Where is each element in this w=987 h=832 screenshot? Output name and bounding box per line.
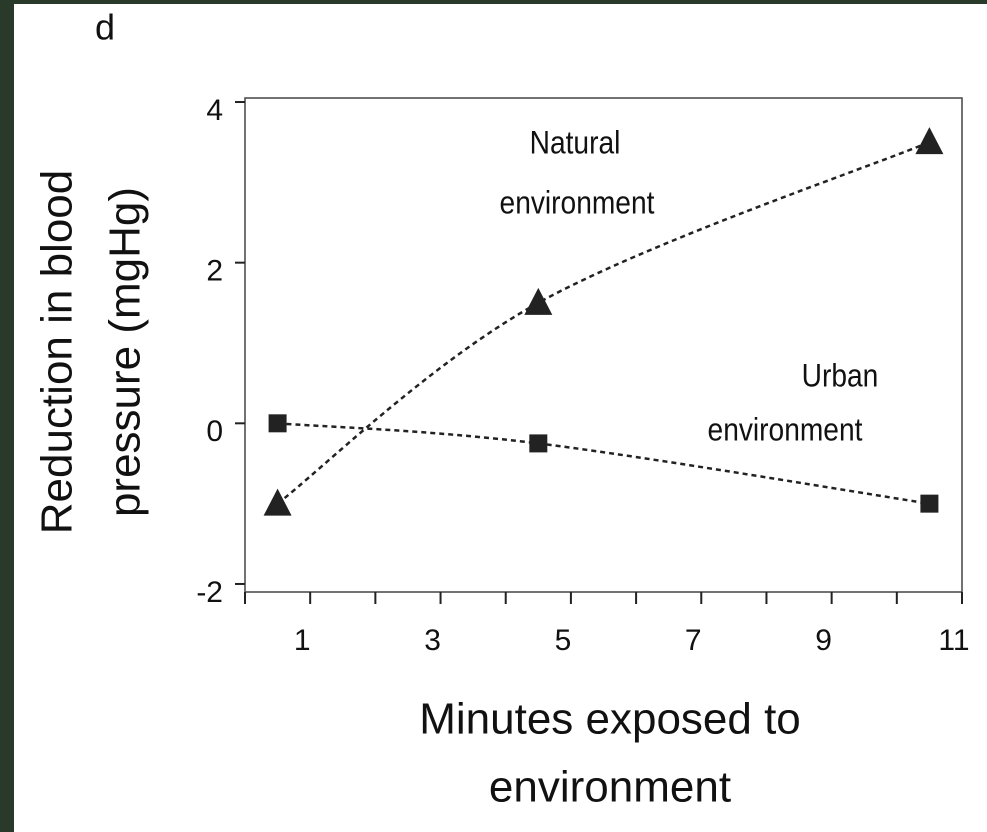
y-tick-label: 0 xyxy=(206,415,223,448)
y-tick-label: 4 xyxy=(206,94,223,127)
x-tick-label: 5 xyxy=(555,624,572,657)
series-annotation: Natural xyxy=(530,126,621,161)
y-tick-label: -2 xyxy=(196,576,223,609)
x-tick-label: 3 xyxy=(424,624,441,657)
panel-background xyxy=(14,4,987,832)
series-annotation: environment xyxy=(500,186,655,221)
square-marker xyxy=(529,434,548,453)
y-tick-label: 2 xyxy=(206,255,223,288)
series-annotation: Urban xyxy=(802,359,879,394)
y-axis-label: pressure (mgHg) xyxy=(101,187,150,517)
triangle-marker xyxy=(524,287,553,315)
series-annotation: environment xyxy=(708,413,863,448)
x-tick-label: 1 xyxy=(294,624,311,657)
y-axis-label: Reduction in blood xyxy=(33,170,82,534)
triangle-marker xyxy=(263,488,292,516)
x-axis-label: Minutes exposed to xyxy=(419,695,801,744)
square-marker xyxy=(268,414,287,433)
series-line xyxy=(276,141,930,505)
x-tick-label: 11 xyxy=(938,624,969,657)
square-marker xyxy=(920,494,939,513)
panel-label: d xyxy=(95,7,115,48)
x-tick-label: 9 xyxy=(815,624,832,657)
triangle-marker xyxy=(915,127,944,155)
x-axis-label: environment xyxy=(489,763,731,812)
x-tick-label: 7 xyxy=(685,624,702,657)
